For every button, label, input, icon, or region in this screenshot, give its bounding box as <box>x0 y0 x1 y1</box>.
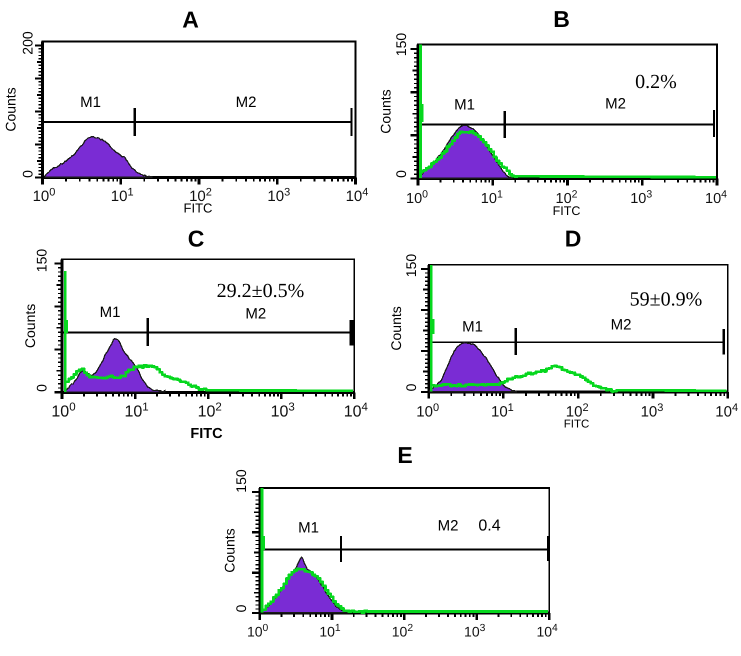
svg-text:M1: M1 <box>298 520 319 537</box>
svg-text:C: C <box>188 225 205 251</box>
svg-text:0: 0 <box>393 170 409 178</box>
svg-text:150: 150 <box>33 249 49 273</box>
svg-text:Counts: Counts <box>22 304 38 348</box>
svg-text:M1: M1 <box>80 94 101 111</box>
svg-text:M2: M2 <box>245 306 266 323</box>
svg-text:FITC: FITC <box>190 426 223 442</box>
svg-text:M1: M1 <box>454 97 475 114</box>
svg-text:Counts: Counts <box>222 528 238 572</box>
svg-text:M2: M2 <box>236 94 257 111</box>
svg-text:D: D <box>565 226 582 252</box>
svg-text:M2: M2 <box>611 317 632 334</box>
svg-text:0: 0 <box>233 604 249 612</box>
svg-text:M1: M1 <box>100 304 121 321</box>
svg-text:0.4: 0.4 <box>478 518 500 535</box>
svg-text:200: 200 <box>19 31 35 55</box>
svg-text:Counts: Counts <box>388 306 404 350</box>
svg-text:0: 0 <box>403 383 419 391</box>
svg-text:150: 150 <box>233 469 249 493</box>
svg-text:29.2±0.5%: 29.2±0.5% <box>217 280 305 302</box>
svg-text:M1: M1 <box>462 319 483 336</box>
svg-text:E: E <box>397 442 412 468</box>
svg-text:FITC: FITC <box>564 419 590 431</box>
svg-text:Counts: Counts <box>3 87 19 131</box>
svg-text:B: B <box>553 6 570 32</box>
svg-text:M2: M2 <box>605 96 626 113</box>
svg-text:0.2%: 0.2% <box>635 71 677 93</box>
svg-text:M2: M2 <box>438 518 459 535</box>
svg-text:0: 0 <box>19 170 35 178</box>
svg-text:A: A <box>182 7 199 33</box>
svg-text:FITC: FITC <box>184 201 213 216</box>
svg-text:59±0.9%: 59±0.9% <box>630 289 703 311</box>
svg-text:150: 150 <box>393 33 409 57</box>
svg-text:0: 0 <box>33 384 49 392</box>
svg-text:Counts: Counts <box>378 89 394 133</box>
svg-text:FITC: FITC <box>553 204 581 218</box>
svg-text:150: 150 <box>403 254 419 278</box>
